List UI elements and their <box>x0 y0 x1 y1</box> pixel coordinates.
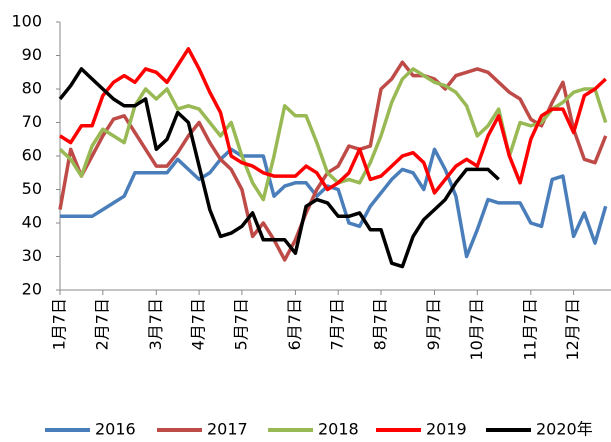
legend-label: 2020年 <box>536 420 593 439</box>
x-tick-label: 6月7日 <box>285 298 304 350</box>
x-tick-label: 4月7日 <box>189 298 208 350</box>
x-tick-label: 12月7日 <box>563 298 582 361</box>
y-tick-label: 60 <box>22 146 42 165</box>
series-line <box>58 67 500 269</box>
y-tick-label: 40 <box>22 213 42 232</box>
legend-label: 2019 <box>426 420 467 439</box>
x-tick-label: 5月7日 <box>231 298 250 350</box>
series-line <box>58 60 608 262</box>
y-tick-label: 90 <box>22 45 42 64</box>
x-tick-label: 8月7日 <box>371 298 390 350</box>
series-line <box>59 47 607 195</box>
x-tick-label: 3月7日 <box>146 298 165 350</box>
y-tick-label: 70 <box>22 112 42 131</box>
x-tick-label: 10月7日 <box>467 298 486 361</box>
x-tick-label: 11月7日 <box>520 298 539 361</box>
y-tick-label: 20 <box>22 280 42 299</box>
y-tick-label: 50 <box>22 179 42 198</box>
series-line <box>58 67 608 202</box>
x-tick-label: 7月7日 <box>328 298 347 350</box>
legend-label: 2018 <box>318 420 359 439</box>
y-tick-label: 30 <box>22 246 42 265</box>
y-tick-label: 100 <box>11 12 42 31</box>
legend-label: 2016 <box>95 420 136 439</box>
x-tick-label: 9月7日 <box>424 298 443 350</box>
x-tick-label: 1月7日 <box>50 298 69 350</box>
legend-label: 2017 <box>207 420 248 439</box>
y-tick-label: 80 <box>22 79 42 98</box>
x-tick-label: 2月7日 <box>92 298 111 350</box>
